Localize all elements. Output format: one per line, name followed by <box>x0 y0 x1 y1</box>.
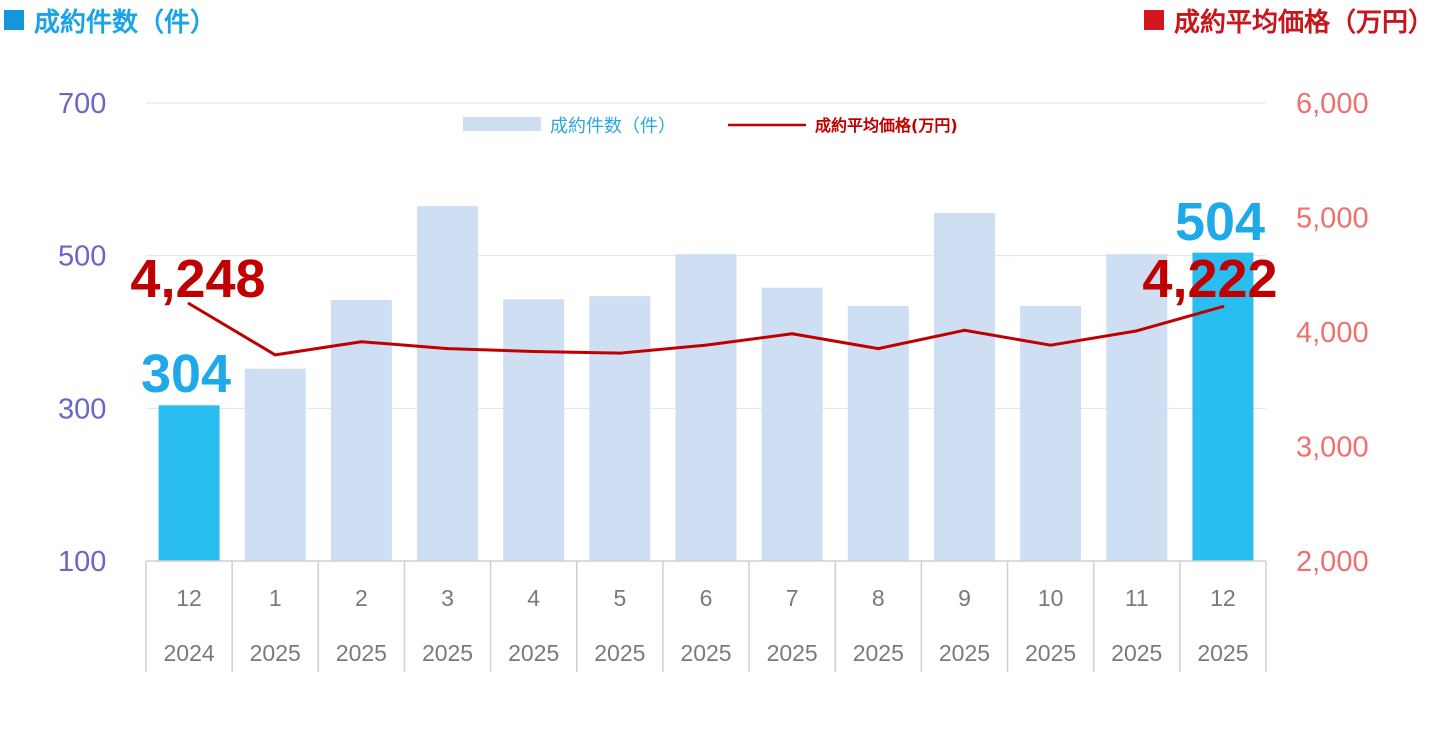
price-point <box>1049 343 1053 347</box>
left-axis-tick: 100 <box>58 546 106 578</box>
bar <box>1106 254 1168 561</box>
price-point <box>876 347 880 351</box>
line-series-square-icon <box>1143 10 1164 30</box>
year-label: 2025 <box>767 640 818 666</box>
month-label: 6 <box>700 585 713 611</box>
right-axis-tick: 4,000 <box>1296 317 1369 349</box>
price-point <box>962 328 966 332</box>
month-label: 10 <box>1038 585 1064 611</box>
bar <box>589 296 651 561</box>
price-point <box>359 340 363 344</box>
left-axis-tick: 500 <box>58 241 106 273</box>
bar <box>503 299 565 561</box>
month-label: 12 <box>176 585 202 611</box>
price-point <box>532 349 536 353</box>
left-axis-title: 成約件数（件） <box>4 0 216 40</box>
bar <box>761 287 823 561</box>
year-label: 2025 <box>680 640 731 666</box>
legend-bar-label: 成約件数（件） <box>550 116 676 137</box>
left-axis-title-text: 成約件数（件） <box>34 7 217 38</box>
right-axis-tick: 6,000 <box>1296 88 1369 120</box>
bar <box>417 206 479 562</box>
year-label: 2024 <box>163 640 214 666</box>
month-label: 8 <box>872 585 885 611</box>
bar <box>244 368 306 561</box>
right-axis-title: 成約平均価格（万円） <box>1143 0 1434 40</box>
price-point <box>273 353 277 357</box>
first-price-label: 4,248 <box>130 249 265 309</box>
right-axis-tick: 5,000 <box>1296 203 1369 235</box>
callout-labels: 304 504 4,248 4,222 <box>130 192 1277 404</box>
month-label: 4 <box>527 585 540 611</box>
year-label: 2025 <box>939 640 990 666</box>
year-label: 2025 <box>422 640 473 666</box>
price-point <box>790 332 794 336</box>
bars <box>158 206 1254 562</box>
price-point <box>446 347 450 351</box>
legend-line-label: 成約平均価格(万円) <box>815 116 958 135</box>
year-label: 2025 <box>594 640 645 666</box>
month-label: 12 <box>1210 585 1236 611</box>
year-label: 2025 <box>1197 640 1248 666</box>
right-axis-tick: 2,000 <box>1296 546 1369 578</box>
last-price-label: 4,222 <box>1142 249 1277 309</box>
bar <box>675 254 737 561</box>
month-label: 2 <box>355 585 368 611</box>
month-label: 11 <box>1125 585 1149 611</box>
bar-series-square-icon <box>4 10 24 30</box>
value-axes: 700 500 300 100 6,000 5,000 4,000 3,000 2,000 <box>58 88 1369 578</box>
month-label: 1 <box>269 585 282 611</box>
month-label: 7 <box>786 585 799 611</box>
price-point <box>187 302 191 306</box>
bar-highlight <box>1192 252 1254 561</box>
right-axis-title-text: 成約平均価格（万円） <box>1173 7 1434 38</box>
price-point <box>1135 329 1139 333</box>
year-label: 2025 <box>336 640 387 666</box>
year-label: 2025 <box>1111 640 1162 666</box>
price-line <box>187 302 1225 357</box>
year-label: 2025 <box>508 640 559 666</box>
bar-highlight <box>158 405 220 561</box>
bar <box>1020 306 1082 561</box>
bar <box>330 299 392 561</box>
price-point <box>618 351 622 355</box>
right-axis-tick: 3,000 <box>1296 432 1369 464</box>
left-axis-tick: 700 <box>58 88 106 120</box>
year-label: 2025 <box>853 640 904 666</box>
month-label: 3 <box>441 585 454 611</box>
price-point <box>704 343 708 347</box>
last-count-label: 504 <box>1175 192 1265 252</box>
category-axis: 12 2024 1 2025 2 2025 3 2025 4 2025 5 2025 6 2025 7 202… <box>145 560 1267 672</box>
year-label: 2025 <box>250 640 301 666</box>
legend-bar-swatch <box>463 117 541 131</box>
year-label: 2025 <box>1025 640 1076 666</box>
month-label: 9 <box>958 585 971 611</box>
left-axis-tick: 300 <box>58 393 106 425</box>
first-count-label: 304 <box>141 344 231 404</box>
month-label: 5 <box>613 585 626 611</box>
price-point <box>1221 305 1225 309</box>
legend: 成約件数（件） 成約平均価格(万円) <box>463 116 958 137</box>
bar <box>933 212 995 562</box>
